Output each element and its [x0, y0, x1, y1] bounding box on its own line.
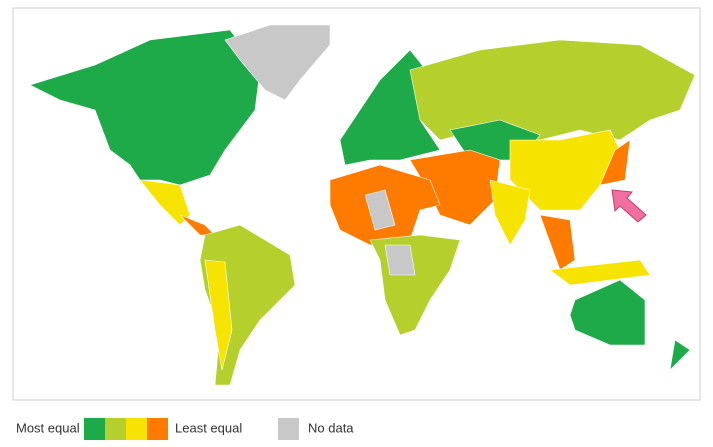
india [489, 179, 531, 246]
legend-swatch [105, 418, 126, 440]
africa-no-data [364, 189, 396, 231]
legend-swatch [126, 418, 147, 440]
southeast-asia [539, 214, 576, 271]
indonesia [549, 259, 651, 286]
new-zealand [669, 339, 691, 371]
legend-no-data-label: No data [308, 420, 354, 435]
legend-no-data-swatch [278, 418, 299, 440]
legend: Most equal Least equal No data [16, 418, 354, 440]
legend-swatch [147, 418, 168, 440]
world-map [29, 24, 696, 386]
andes [204, 259, 233, 371]
legend-low-label: Most equal [16, 420, 80, 435]
australia [569, 279, 646, 346]
central-africa-no-data [384, 244, 416, 276]
pointer-arrow [611, 189, 647, 223]
greenland [224, 24, 331, 101]
legend-swatch [84, 418, 105, 440]
russia [409, 39, 696, 141]
japan [599, 139, 631, 186]
legend-high-label: Least equal [175, 420, 242, 435]
north-america [29, 29, 261, 186]
